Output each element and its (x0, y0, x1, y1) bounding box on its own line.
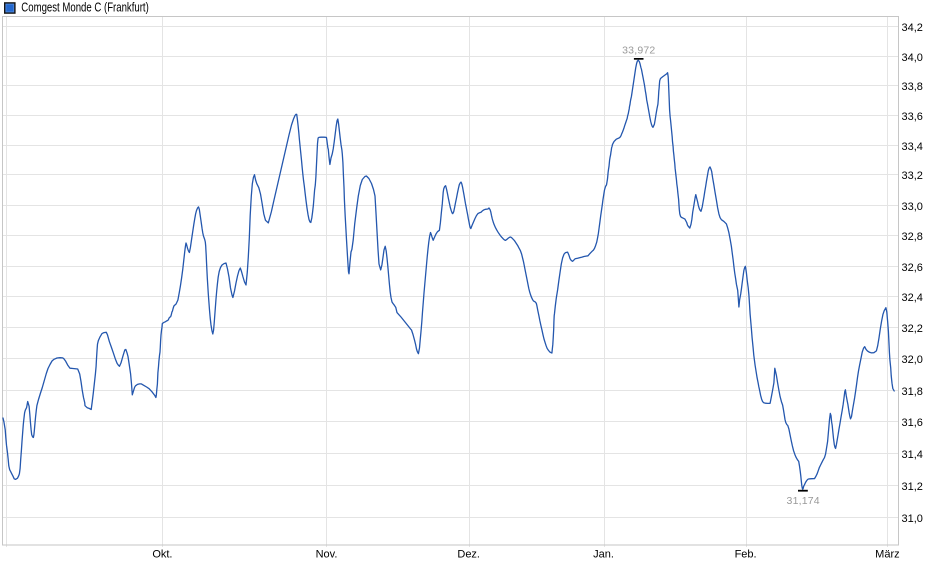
svg-text:34,0: 34,0 (902, 52, 923, 64)
svg-text:31,174: 31,174 (787, 495, 820, 507)
svg-text:31,0: 31,0 (902, 513, 923, 525)
svg-text:33,2: 33,2 (902, 170, 923, 182)
svg-text:32,6: 32,6 (902, 262, 923, 274)
svg-text:32,0: 32,0 (902, 354, 923, 366)
svg-text:Feb.: Feb. (735, 549, 757, 561)
svg-text:33,0: 33,0 (902, 201, 923, 213)
svg-text:33,4: 33,4 (902, 141, 923, 153)
svg-text:32,4: 32,4 (902, 292, 923, 304)
svg-text:32,8: 32,8 (902, 231, 923, 243)
svg-text:33,8: 33,8 (902, 81, 923, 93)
svg-text:März: März (875, 549, 899, 561)
svg-text:Comgest Monde C (Frankfurt): Comgest Monde C (Frankfurt) (21, 1, 149, 15)
svg-text:Jan.: Jan. (593, 549, 614, 561)
svg-text:33,6: 33,6 (902, 111, 923, 123)
svg-text:31,4: 31,4 (902, 449, 923, 461)
svg-text:Okt.: Okt. (152, 549, 172, 561)
svg-text:Dez.: Dez. (457, 549, 480, 561)
svg-text:Nov.: Nov. (316, 549, 338, 561)
svg-text:34,2: 34,2 (902, 22, 923, 34)
svg-text:32,2: 32,2 (902, 323, 923, 335)
svg-text:33,972: 33,972 (622, 44, 655, 56)
svg-text:31,6: 31,6 (902, 417, 923, 429)
svg-text:31,2: 31,2 (902, 481, 923, 493)
svg-text:31,8: 31,8 (902, 386, 923, 398)
